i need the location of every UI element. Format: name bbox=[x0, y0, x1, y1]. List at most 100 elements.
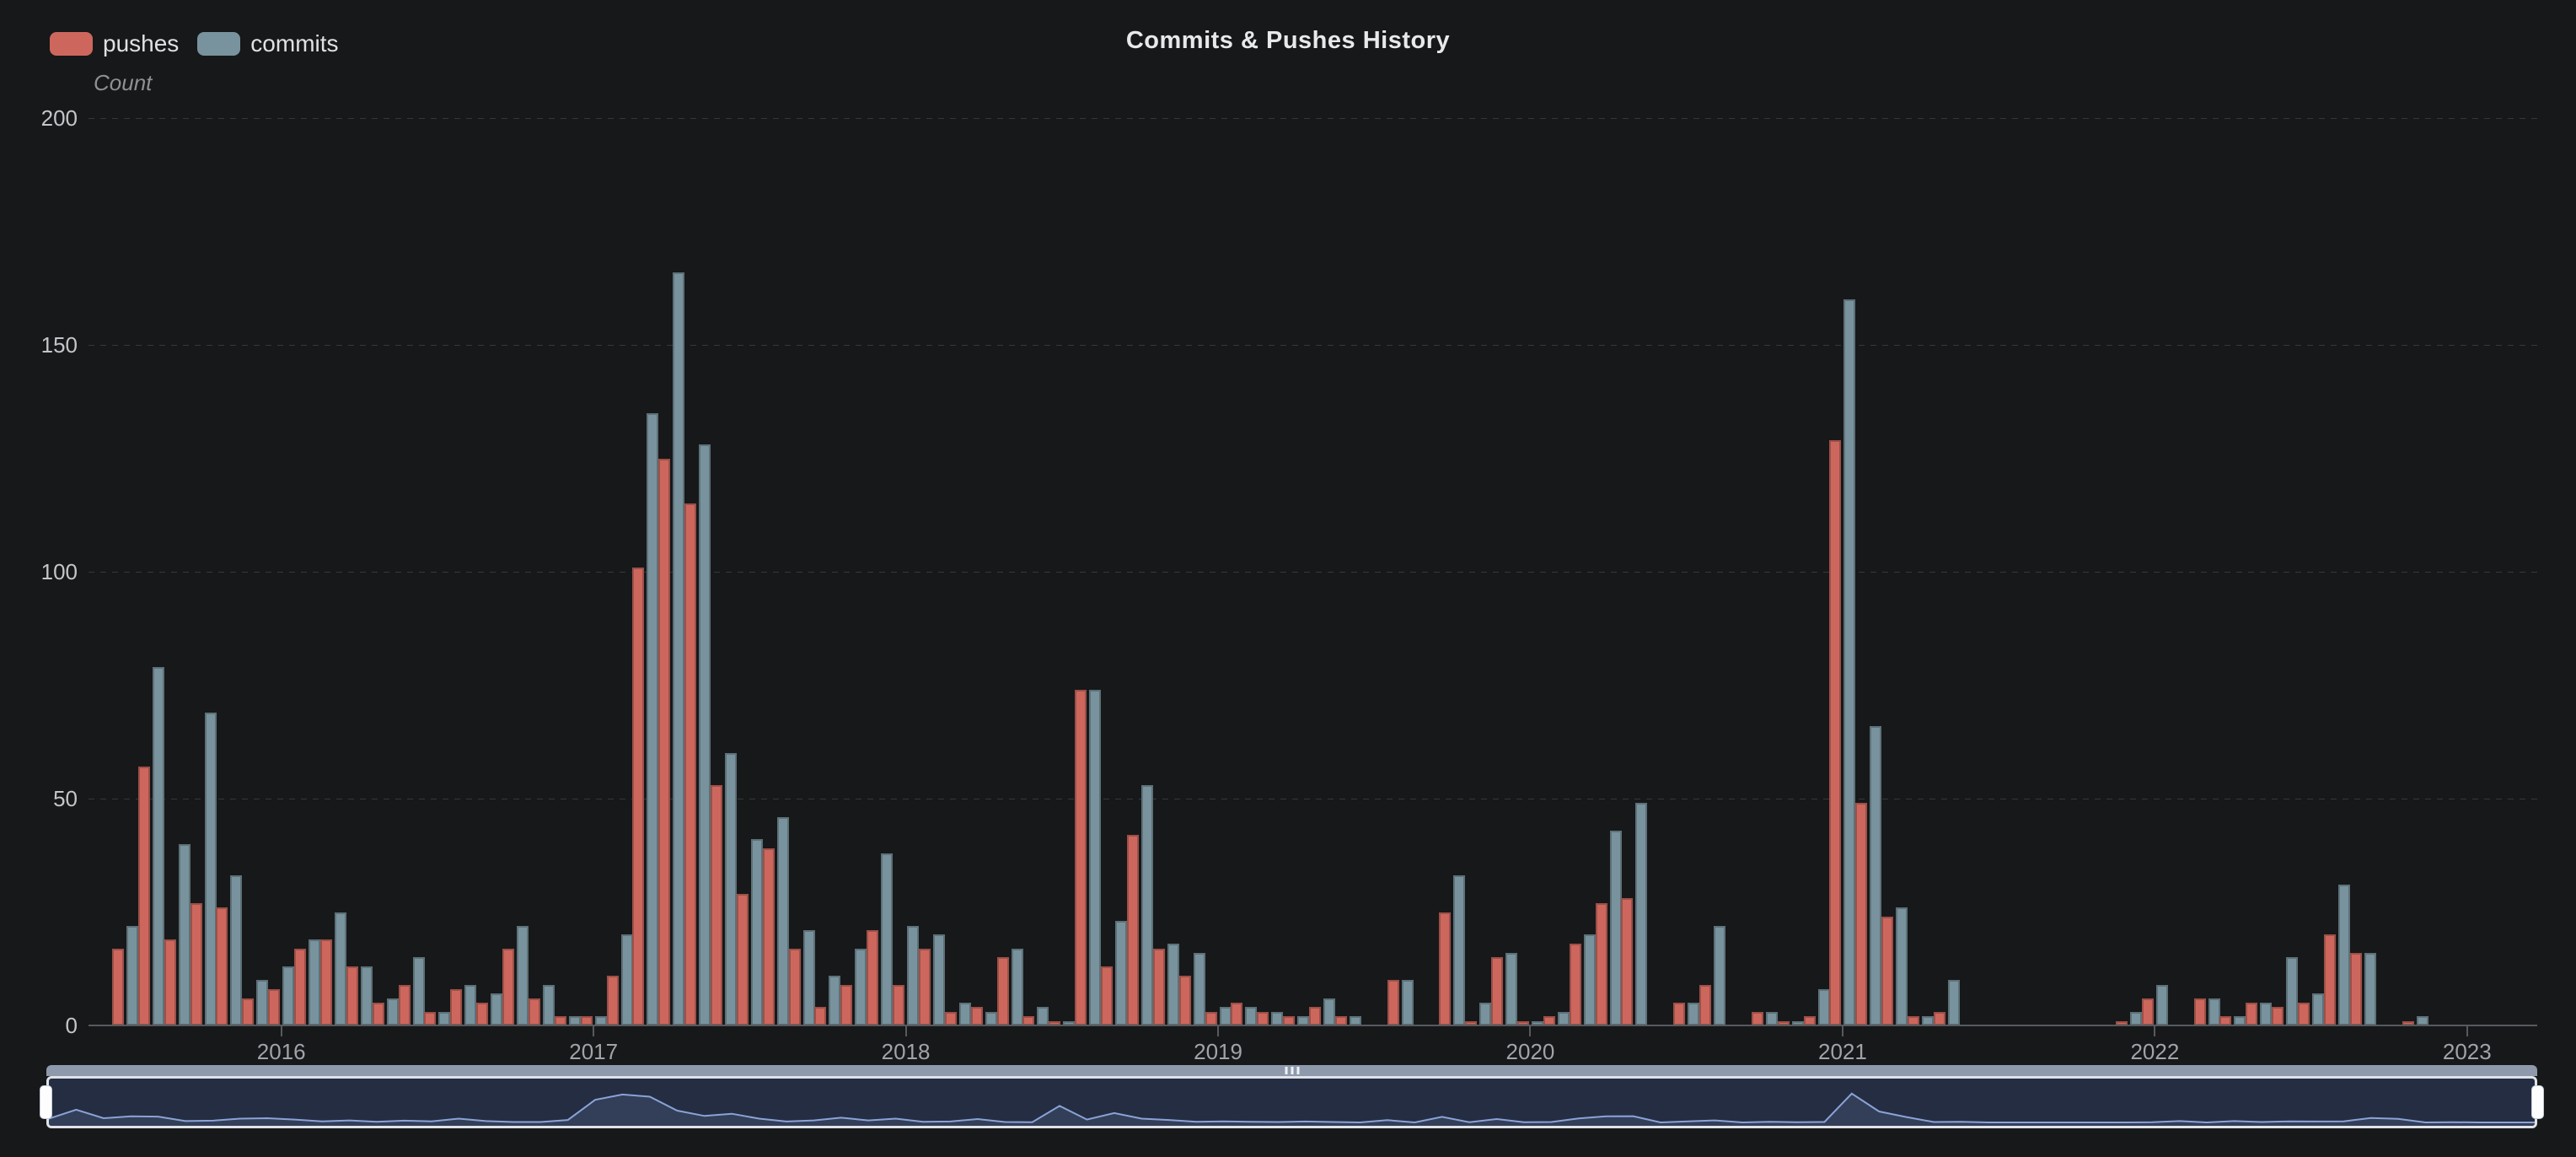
bar-pushes-2020-08[interactable] bbox=[1699, 984, 1712, 1025]
bar-commits-2018-12[interactable] bbox=[1193, 952, 1205, 1025]
bar-pushes-2016-11[interactable] bbox=[528, 998, 540, 1025]
bar-pushes-2019-01[interactable] bbox=[1205, 1011, 1217, 1025]
bar-commits-2016-03[interactable] bbox=[334, 912, 346, 1025]
bar-pushes-2021-02[interactable] bbox=[1855, 803, 1868, 1025]
bar-pushes-2019-08[interactable] bbox=[1387, 980, 1399, 1025]
bar-commits-2017-03[interactable] bbox=[647, 412, 659, 1025]
bar-commits-2016-10[interactable] bbox=[517, 925, 529, 1025]
bar-pushes-2016-06[interactable] bbox=[398, 984, 411, 1025]
bar-commits-2020-05[interactable] bbox=[1635, 803, 1648, 1025]
bar-commits-2016-08[interactable] bbox=[464, 984, 477, 1025]
bar-commits-2020-04[interactable] bbox=[1609, 830, 1622, 1025]
bar-commits-2022-11[interactable] bbox=[2416, 1016, 2428, 1025]
bar-commits-2019-05[interactable] bbox=[1323, 998, 1336, 1025]
bar-commits-2021-12[interactable] bbox=[2129, 1011, 2142, 1025]
bar-commits-2020-01[interactable] bbox=[1531, 1020, 1543, 1025]
bar-pushes-2017-11[interactable] bbox=[840, 984, 853, 1025]
bar-pushes-2020-07[interactable] bbox=[1673, 1003, 1686, 1025]
bar-pushes-2015-10[interactable] bbox=[190, 902, 202, 1025]
bar-commits-2020-02[interactable] bbox=[1557, 1011, 1570, 1025]
bar-commits-2015-08[interactable] bbox=[152, 666, 164, 1025]
bar-pushes-2019-03[interactable] bbox=[1257, 1011, 1269, 1025]
bar-pushes-2018-12[interactable] bbox=[1178, 975, 1191, 1025]
bar-commits-2017-02[interactable] bbox=[620, 934, 633, 1025]
bar-commits-2017-06[interactable] bbox=[725, 753, 737, 1025]
bar-commits-2018-08[interactable] bbox=[1089, 689, 1102, 1025]
bar-pushes-2022-04[interactable] bbox=[2219, 1016, 2232, 1025]
bar-commits-2020-07[interactable] bbox=[1688, 1003, 1700, 1025]
bar-commits-2016-05[interactable] bbox=[386, 998, 399, 1025]
bar-commits-2018-06[interactable] bbox=[1037, 1007, 1049, 1025]
bar-pushes-2019-10[interactable] bbox=[1439, 912, 1452, 1025]
bar-pushes-2015-12[interactable] bbox=[242, 998, 255, 1025]
bar-pushes-2016-04[interactable] bbox=[346, 966, 358, 1025]
bar-pushes-2018-03[interactable] bbox=[944, 1011, 957, 1025]
bar-pushes-2018-10[interactable] bbox=[1126, 835, 1139, 1025]
bar-commits-2016-09[interactable] bbox=[491, 993, 503, 1025]
datazoom-move-handle[interactable] bbox=[46, 1065, 2537, 1076]
bar-pushes-2017-02[interactable] bbox=[606, 975, 619, 1025]
bar-commits-2022-09[interactable] bbox=[2364, 952, 2376, 1025]
bar-pushes-2020-01[interactable] bbox=[1516, 1020, 1529, 1025]
bar-pushes-2016-05[interactable] bbox=[372, 1003, 384, 1025]
bar-commits-2019-08[interactable] bbox=[1401, 980, 1414, 1025]
bar-commits-2018-03[interactable] bbox=[958, 1003, 971, 1025]
bar-commits-2017-07[interactable] bbox=[750, 839, 763, 1025]
bar-pushes-2022-09[interactable] bbox=[2349, 952, 2362, 1025]
bar-pushes-2015-08[interactable] bbox=[137, 767, 150, 1025]
bar-pushes-2019-04[interactable] bbox=[1283, 1016, 1296, 1025]
bar-pushes-2021-04[interactable] bbox=[1908, 1016, 1920, 1025]
bar-commits-2019-06[interactable] bbox=[1349, 1016, 1361, 1025]
bar-commits-2019-11[interactable] bbox=[1479, 1003, 1492, 1025]
bar-pushes-2017-08[interactable] bbox=[762, 848, 775, 1025]
datazoom-track[interactable] bbox=[46, 1076, 2537, 1128]
bar-pushes-2020-02[interactable] bbox=[1543, 1016, 1555, 1025]
bar-pushes-2016-12[interactable] bbox=[554, 1016, 566, 1025]
bar-commits-2021-01[interactable] bbox=[1843, 299, 1856, 1025]
bar-pushes-2021-12[interactable] bbox=[2115, 1020, 2128, 1025]
bar-pushes-2016-08[interactable] bbox=[450, 988, 463, 1025]
bar-pushes-2020-10[interactable] bbox=[1751, 1011, 1763, 1025]
bar-commits-2018-05[interactable] bbox=[1011, 948, 1023, 1025]
bar-commits-2021-02[interactable] bbox=[1870, 725, 1882, 1025]
bar-pushes-2018-05[interactable] bbox=[996, 957, 1009, 1025]
bar-pushes-2022-05[interactable] bbox=[2246, 1003, 2258, 1025]
bar-pushes-2021-05[interactable] bbox=[1933, 1011, 1945, 1025]
bar-commits-2020-11[interactable] bbox=[1791, 1020, 1804, 1025]
bar-pushes-2016-07[interactable] bbox=[424, 1011, 437, 1025]
bar-pushes-2017-03[interactable] bbox=[632, 567, 645, 1025]
bar-commits-2017-10[interactable] bbox=[829, 975, 841, 1025]
bar-pushes-2017-09[interactable] bbox=[788, 948, 801, 1025]
bar-pushes-2021-01[interactable] bbox=[1829, 439, 1842, 1025]
bar-pushes-2017-07[interactable] bbox=[736, 893, 749, 1025]
bar-pushes-2016-02[interactable] bbox=[294, 948, 307, 1025]
bar-commits-2016-07[interactable] bbox=[438, 1011, 451, 1025]
bar-pushes-2015-11[interactable] bbox=[216, 907, 228, 1025]
bar-pushes-2018-07[interactable] bbox=[1049, 1020, 1061, 1025]
bar-pushes-2020-11[interactable] bbox=[1777, 1020, 1790, 1025]
bar-commits-2020-03[interactable] bbox=[1583, 934, 1596, 1025]
bar-pushes-2015-07[interactable] bbox=[112, 948, 124, 1025]
bar-commits-2019-01[interactable] bbox=[1219, 1007, 1232, 1025]
bar-commits-2018-09[interactable] bbox=[1115, 921, 1128, 1025]
bar-pushes-2022-03[interactable] bbox=[2193, 998, 2206, 1025]
bar-pushes-2022-01[interactable] bbox=[2141, 998, 2154, 1025]
bar-pushes-2016-09[interactable] bbox=[476, 1003, 489, 1025]
bar-commits-2017-08[interactable] bbox=[776, 816, 789, 1025]
bar-commits-2017-11[interactable] bbox=[855, 948, 867, 1025]
bar-commits-2015-12[interactable] bbox=[256, 980, 269, 1025]
bar-commits-2015-10[interactable] bbox=[204, 712, 217, 1025]
bar-pushes-2019-02[interactable] bbox=[1231, 1003, 1243, 1025]
bar-pushes-2019-05[interactable] bbox=[1309, 1007, 1322, 1025]
bar-commits-2018-10[interactable] bbox=[1140, 784, 1153, 1025]
bar-pushes-2017-06[interactable] bbox=[711, 784, 722, 1025]
bar-commits-2020-10[interactable] bbox=[1765, 1011, 1778, 1025]
bar-commits-2017-01[interactable] bbox=[594, 1016, 607, 1025]
bar-pushes-2021-03[interactable] bbox=[1881, 916, 1894, 1025]
bar-commits-2018-07[interactable] bbox=[1063, 1020, 1076, 1025]
bar-pushes-2020-04[interactable] bbox=[1595, 902, 1607, 1025]
bar-commits-2017-09[interactable] bbox=[802, 930, 815, 1025]
bar-commits-2015-09[interactable] bbox=[178, 843, 191, 1025]
bar-pushes-2019-11[interactable] bbox=[1465, 1020, 1478, 1025]
bar-pushes-2018-08[interactable] bbox=[1075, 689, 1087, 1025]
